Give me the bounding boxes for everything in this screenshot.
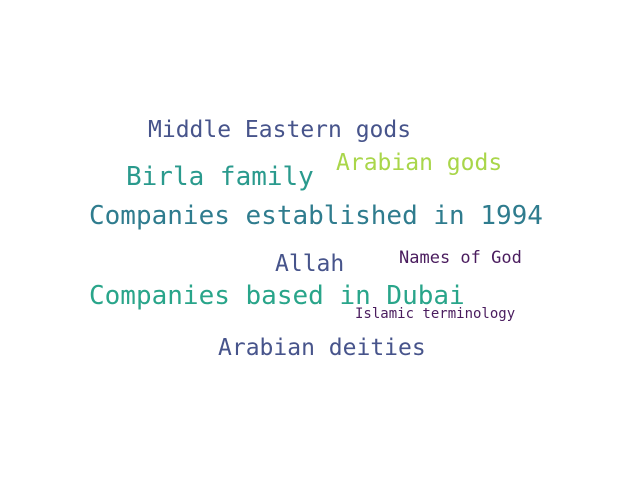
word-allah: Allah [275, 251, 345, 277]
word-islamic-terminology: Islamic terminology [355, 306, 516, 322]
word-names-of-god: Names of God [399, 248, 522, 268]
word-birla-family: Birla family [126, 162, 314, 192]
word-arabian-gods: Arabian gods [336, 150, 503, 176]
word-arabian-deities: Arabian deities [218, 335, 426, 361]
word-middle-eastern-gods: Middle Eastern gods [148, 117, 412, 143]
word-companies-based-in-dubai: Companies based in Dubai [89, 281, 465, 311]
word-companies-established-in-1994: Companies established in 1994 [89, 201, 543, 231]
